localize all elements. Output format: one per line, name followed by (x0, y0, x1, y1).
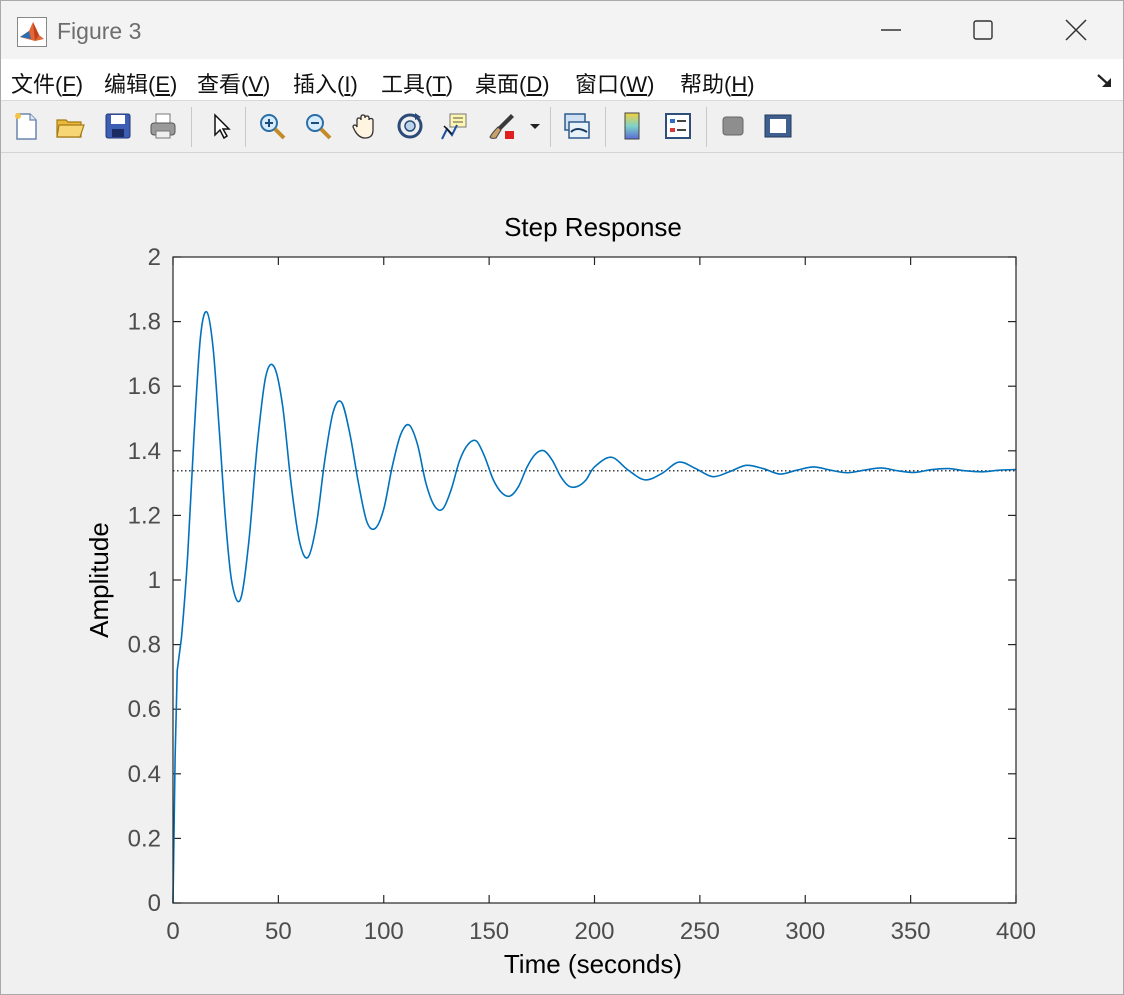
maximize-button[interactable] (938, 7, 1028, 53)
window-title: Figure 3 (57, 18, 142, 44)
x-tick-label: 100 (364, 918, 404, 945)
menu-window[interactable]: 窗口(W) (575, 72, 655, 97)
y-tick-label: 0.2 (128, 825, 161, 852)
zoom-in-icon (260, 114, 286, 140)
hide-plot-tools-button[interactable] (716, 109, 750, 143)
menu-view[interactable]: 查看(V) (197, 72, 271, 97)
y-tick-label: 1 (148, 567, 161, 594)
save-button[interactable] (101, 109, 135, 143)
menu-help[interactable]: 帮助(H) (680, 72, 755, 97)
brush-icon (489, 114, 514, 139)
menu-bar: 文件(F) 编辑(E) 查看(V) 插入(I) 工具(T) 桌面(D) 窗口(W… (1, 59, 1123, 101)
link-plot-button[interactable] (560, 109, 594, 143)
pan-button[interactable] (347, 109, 381, 143)
step-response-chart: Step Response Time (seconds) Amplitude 0… (84, 212, 1036, 979)
show-plot-tools-icon (764, 114, 792, 138)
y-tick-label: 1.6 (128, 373, 161, 400)
data-cursor-icon (441, 113, 467, 140)
rotate-3d-button[interactable] (393, 109, 427, 143)
x-tick-label: 200 (574, 918, 614, 945)
rotate-3d-icon (397, 113, 423, 139)
toolbar-separator (706, 107, 707, 147)
legend-button[interactable] (661, 109, 695, 143)
x-tick-label: 50 (265, 918, 292, 945)
step-response-line[interactable] (172, 310, 1017, 904)
minimize-button[interactable] (846, 7, 936, 53)
close-icon (1065, 19, 1087, 41)
undock-arrow-icon[interactable] (1095, 70, 1115, 90)
legend-icon (665, 113, 691, 139)
y-tick-label: 1.4 (128, 438, 161, 465)
open-file-button[interactable] (53, 109, 87, 143)
zoom-out-button[interactable] (301, 109, 335, 143)
toolbar-separator (191, 107, 192, 147)
menu-file[interactable]: 文件(F) (11, 72, 84, 97)
maximize-icon (973, 20, 993, 40)
pan-hand-icon (352, 114, 374, 139)
print-icon (150, 113, 176, 139)
save-icon (105, 113, 131, 139)
menu-edit[interactable]: 编辑(E) (104, 72, 178, 97)
zoom-out-icon (306, 114, 332, 140)
y-tick-label: 0 (148, 890, 161, 917)
x-axis-label: Time (seconds) (504, 949, 682, 979)
colorbar-button[interactable] (615, 109, 649, 143)
new-figure-icon (15, 113, 37, 140)
brush-button[interactable] (485, 109, 519, 143)
y-axis-label: Amplitude (84, 522, 114, 638)
y-tick-label: 0.8 (128, 632, 161, 659)
chart-title: Step Response (504, 212, 682, 242)
menu-insert[interactable]: 插入(I) (293, 72, 358, 97)
link-plot-icon (564, 113, 590, 139)
y-tick-label: 0.4 (128, 761, 161, 788)
menu-tools[interactable]: 工具(T) (381, 72, 454, 97)
figure-toolbar (1, 101, 1123, 153)
open-file-icon (56, 119, 85, 138)
minimize-icon (881, 29, 901, 31)
matlab-logo-icon (17, 17, 47, 47)
show-plot-tools-button[interactable] (761, 109, 795, 143)
hide-plot-tools-icon (722, 116, 744, 136)
axes-box (172, 256, 1017, 904)
pointer-icon (214, 113, 231, 140)
pointer-button[interactable] (203, 109, 237, 143)
axes-background[interactable] (173, 257, 1016, 903)
y-tick-label: 1.2 (128, 502, 161, 529)
toolbar-separator (605, 107, 606, 147)
x-tick-label: 400 (996, 918, 1036, 945)
x-tick-label: 250 (680, 918, 720, 945)
data-cursor-button[interactable] (438, 109, 472, 143)
y-tick-label: 0.6 (128, 696, 161, 723)
menu-desktop[interactable]: 桌面(D) (475, 72, 550, 97)
y-tick-label: 1.8 (128, 309, 161, 336)
toolbar-separator (550, 107, 551, 147)
zoom-in-button[interactable] (255, 109, 289, 143)
x-tick-label: 350 (891, 918, 931, 945)
print-button[interactable] (146, 109, 180, 143)
x-tick-label: 0 (166, 918, 179, 945)
title-bar[interactable]: Figure 3 (1, 1, 1123, 59)
close-button[interactable] (1031, 7, 1121, 53)
toolbar-separator (245, 107, 246, 147)
new-figure-button[interactable] (9, 109, 43, 143)
brush-dropdown-button[interactable] (527, 109, 543, 143)
y-tick-label: 2 (148, 244, 161, 271)
x-tick-label: 150 (469, 918, 509, 945)
x-tick-label: 300 (785, 918, 825, 945)
brush-dropdown-icon (530, 124, 540, 129)
colorbar-icon (624, 112, 640, 140)
figure-canvas: Step Response Time (seconds) Amplitude 0… (1, 153, 1123, 994)
